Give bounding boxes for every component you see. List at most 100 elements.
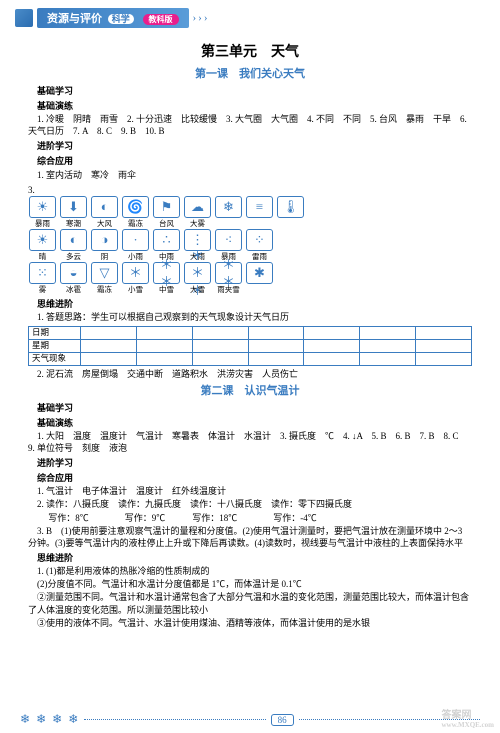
- weather-cell: ＊＊雨夹雪: [214, 262, 243, 295]
- weather-cell: 🌀霜冻: [121, 196, 150, 229]
- row-label: 星期: [29, 339, 81, 352]
- weather-icon: ＊＊: [215, 262, 242, 284]
- dotted-line: [84, 719, 265, 720]
- weather-label: 寒潮: [59, 219, 88, 229]
- weather-icon: ＊＊＊: [184, 262, 211, 284]
- basic-heading-2: 基础学习: [28, 402, 472, 414]
- weather-cell: ⬇寒潮: [59, 196, 88, 229]
- think-heading-2: 思维进阶: [28, 552, 472, 564]
- adv2-line-3: 写作：8℃ 写作：9℃ 写作：18℃ 写作：-4℃: [28, 512, 472, 524]
- weather-icon: ⁙: [29, 262, 56, 284]
- adv-heading-2: 进阶学习: [28, 457, 472, 469]
- weather-icon: ⁘: [246, 229, 273, 251]
- header-main-text: 资源与评价: [47, 13, 102, 25]
- basic-line-1: 1. 冷暖 阴晴 雨雪 2. 十分迅速 比较缓慢 3. 大气圈 大气圈 4. 不…: [28, 113, 472, 137]
- weather-cell: ◒冰雹: [59, 262, 88, 295]
- page-number: 86: [271, 714, 294, 726]
- weather-cell: ▽霜冻: [90, 262, 119, 295]
- header-subject: 科学: [108, 14, 134, 24]
- weather-icon: ☀: [29, 229, 56, 251]
- snowflake-icon: ❄: [20, 712, 30, 727]
- weather-icon: ☀: [29, 196, 56, 218]
- table-row: 天气现象: [29, 352, 472, 365]
- table-row: 星期: [29, 339, 472, 352]
- weather-cell: ＊＊中雪: [152, 262, 181, 295]
- page-footer: ❄ ❄ ❄ ❄ 86: [0, 712, 500, 727]
- row-label: 日期: [29, 326, 81, 339]
- weather-label: 台风: [152, 219, 181, 229]
- comp-heading: 综合应用: [28, 155, 472, 167]
- weather-label: 霜冻: [121, 219, 150, 229]
- weather-icon: ＊＊: [153, 262, 180, 284]
- weather-icon: ☁: [184, 196, 211, 218]
- calendar-table: 日期 星期 天气现象: [28, 326, 472, 366]
- weather-cell: 🌡: [276, 196, 305, 229]
- weather-label: 雷雨: [245, 252, 274, 262]
- unit-title: 第三单元 天气: [28, 44, 472, 63]
- weather-icon: ＊: [122, 262, 149, 284]
- weather-icon: ⬇: [60, 196, 87, 218]
- practice-heading-2: 基础演练: [28, 417, 472, 429]
- weather-icon: ◒: [60, 262, 87, 284]
- arrows-icon: ›››: [193, 12, 210, 24]
- lesson-1-title: 第一课 我们关心天气: [28, 67, 472, 82]
- think2-line-1: 1. (1)都是利用液体的热胀冷缩的性质制成的: [28, 565, 472, 577]
- weather-cell: ⁙雾: [28, 262, 57, 295]
- weather-label: 雾: [28, 285, 57, 295]
- weather-cell: ☀暴雨: [28, 196, 57, 229]
- weather-icon: ⚑: [153, 196, 180, 218]
- weather-cell: ⁘雷雨: [245, 229, 274, 262]
- think2-line-3: ②测量范围不同。气温计和水温计通常包含了大部分气温和水温的变化范围，测量范围比较…: [28, 591, 472, 615]
- content: 第三单元 天气 第一课 我们关心天气 基础学习 基础演练 1. 冷暖 阴晴 雨雪…: [0, 32, 500, 629]
- weather-intro: 3.: [28, 185, 35, 195]
- row-label: 天气现象: [29, 352, 81, 365]
- adv-line: 1. 室内活动 寒冷 雨伞: [28, 169, 472, 181]
- weather-label: 小雪: [121, 285, 150, 295]
- weather-icon: 🌀: [122, 196, 149, 218]
- weather-cell: ＊＊＊大雪: [183, 262, 212, 295]
- weather-icon: ▽: [91, 262, 118, 284]
- weather-label: 晴: [28, 252, 57, 262]
- weather-label: 大雾: [183, 219, 212, 229]
- weather-cell: ☁大雾: [183, 196, 212, 229]
- weather-label: 暴雨: [28, 219, 57, 229]
- header-title: 资源与评价 科学 教科版: [37, 8, 189, 28]
- weather-icon: ❄: [215, 196, 242, 218]
- weather-icon: 🌡: [277, 196, 304, 218]
- think-line-1: 1. 答题思路：学生可以根据自己观察到的天气现象设计天气日历: [28, 311, 472, 323]
- adv2-line-1: 1. 气温计 电子体温计 温度计 红外线温度计: [28, 485, 472, 497]
- weather-icon: ≡: [246, 196, 273, 218]
- practice-heading: 基础演练: [28, 100, 472, 112]
- think-line-2: 2. 泥石流 房屋倒塌 交通中断 道路积水 洪涝灾害 人员伤亡: [28, 368, 472, 380]
- basic-heading: 基础学习: [28, 85, 472, 97]
- weather-icon: ◐: [91, 196, 118, 218]
- weather-icon: ·: [122, 229, 149, 251]
- logo-icon: [15, 9, 33, 27]
- weather-icon: ◐: [60, 229, 87, 251]
- weather-icon: ∴: [153, 229, 180, 251]
- header-edition: 教科版: [143, 14, 179, 25]
- weather-grid: 3. ☀暴雨⬇寒潮◐大风🌀霜冻⚑台风☁大雾❄≡🌡☀晴◐多云◑阴·小雨∴中雨⋮大雨…: [28, 184, 472, 296]
- weather-icon: ✱: [246, 262, 273, 284]
- weather-cell: ☀晴: [28, 229, 57, 262]
- weather-cell: ❄: [214, 196, 243, 229]
- watermark-text: 答案网: [442, 710, 472, 721]
- adv2-line-4: 3. B (1)使用前要注意观察气温计的量程和分度值。(2)使用气温计测量时，要…: [28, 525, 472, 549]
- comp-heading-2: 综合应用: [28, 472, 472, 484]
- weather-cell: ◑阴: [90, 229, 119, 262]
- weather-label: 雨夹雪: [214, 285, 243, 295]
- snowflake-icon: ❄: [68, 712, 78, 727]
- snowflake-icon: ❄: [36, 712, 46, 727]
- weather-cell: ·小雨: [121, 229, 150, 262]
- weather-cell: ⚑台风: [152, 196, 181, 229]
- adv2-line-2: 2. 读作：八摄氏度 读作：九摄氏度 读作：十八摄氏度 读作：零下四摄氏度: [28, 498, 472, 510]
- weather-label: 阴: [90, 252, 119, 262]
- page-header: 资源与评价 科学 教科版 ›››: [0, 0, 500, 32]
- weather-label: 霜冻: [90, 285, 119, 295]
- table-row: 日期: [29, 326, 472, 339]
- snowflake-icon: ❄: [52, 712, 62, 727]
- think2-line-4: ③使用的液体不同。气温计、水温计使用煤油、酒精等液体，而体温计使用的是水银: [28, 617, 472, 629]
- weather-cell: ✱: [245, 262, 274, 295]
- weather-label: 大风: [90, 219, 119, 229]
- weather-label: 冰雹: [59, 285, 88, 295]
